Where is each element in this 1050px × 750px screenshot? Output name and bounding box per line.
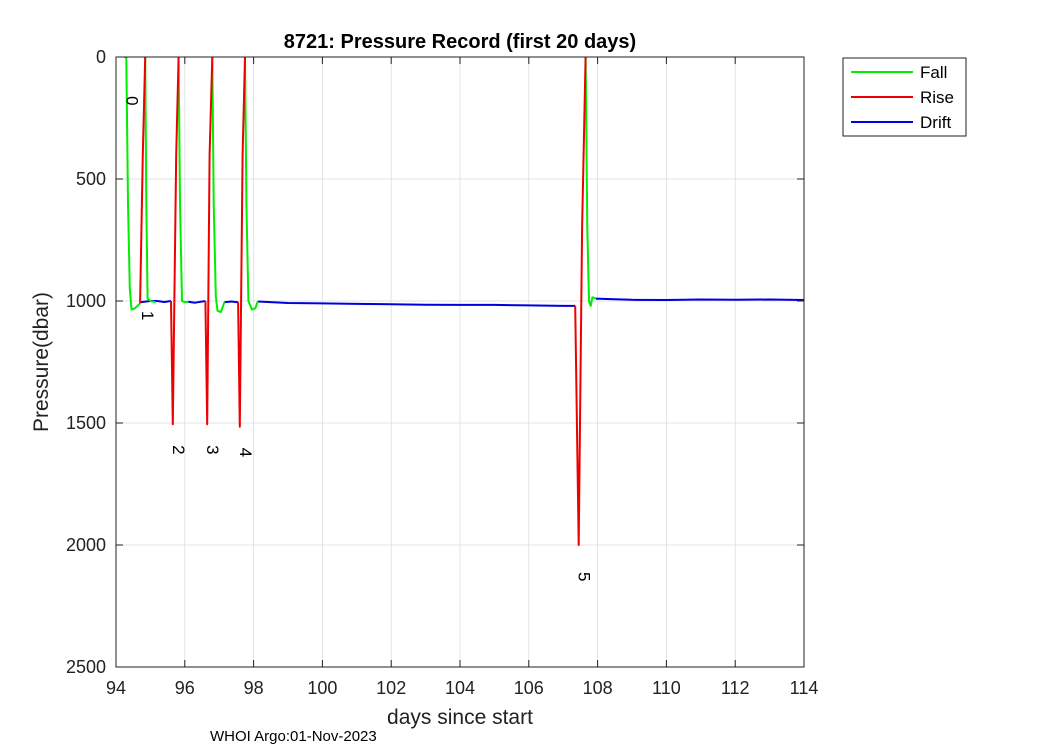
legend-label-rise: Rise	[920, 88, 954, 107]
series-rise-line	[139, 57, 147, 304]
footer-credit: WHOI Argo:01-Nov-2023	[210, 728, 377, 745]
grid	[115, 56, 805, 668]
legend-label-drift: Drift	[920, 113, 951, 132]
plot-series	[124, 57, 804, 546]
y-tick-label: 2500	[66, 657, 106, 677]
profile-label-5: 5	[575, 572, 594, 581]
series-drift-line	[257, 300, 576, 307]
chart-title: 8721: Pressure Record (first 20 days)	[284, 31, 636, 53]
profile-label-0: 0	[122, 96, 141, 105]
series-drift-line	[139, 300, 172, 304]
y-tick-label: 1500	[66, 413, 106, 433]
series-rise-line	[237, 57, 246, 428]
series-fall-line	[211, 57, 226, 313]
x-tick-label: 106	[514, 678, 544, 698]
series-rise-line	[204, 57, 214, 426]
y-tick-label: 0	[96, 47, 106, 67]
x-tick-label: 104	[445, 678, 475, 698]
x-axis-label: days since start	[387, 706, 533, 729]
x-tick-label: 100	[307, 678, 337, 698]
series-fall-line	[125, 57, 141, 311]
y-tick-label: 2000	[66, 535, 106, 555]
x-tick-label: 96	[175, 678, 195, 698]
profile-label-3: 3	[203, 445, 222, 454]
series-rise-line	[170, 57, 180, 426]
axis-ticks: 94 96 98 100 102 104 106 108 110 112 1140500100015…	[66, 47, 818, 698]
y-tick-label: 500	[76, 169, 106, 189]
x-tick-label: 110	[652, 678, 681, 698]
series-rise-line	[574, 57, 587, 546]
profile-label-4: 4	[236, 448, 255, 457]
annotations: 0 1 2 3 4 5	[122, 96, 593, 581]
x-tick-label: 98	[244, 678, 264, 698]
y-axis-label: Pressure(dbar)	[30, 292, 53, 432]
x-tick-label: 102	[376, 678, 406, 698]
series-fall-line	[177, 57, 189, 304]
series-fall-line	[584, 57, 597, 307]
profile-label-2: 2	[169, 445, 188, 454]
x-tick-label: 112	[721, 678, 750, 698]
series-drift-line	[595, 297, 804, 301]
series-drift-line	[224, 300, 239, 304]
y-tick-label: 1000	[66, 291, 106, 311]
series-fall-line	[244, 57, 259, 311]
x-tick-label: 114	[790, 678, 819, 698]
x-tick-label: 94	[106, 678, 126, 698]
series-drift-line	[188, 300, 206, 304]
profile-label-1: 1	[138, 311, 157, 320]
series-fall-line	[144, 57, 156, 304]
legend-label-fall: Fall	[920, 63, 947, 82]
legend: Fall Rise Drift	[842, 57, 967, 137]
x-tick-label: 108	[583, 678, 613, 698]
